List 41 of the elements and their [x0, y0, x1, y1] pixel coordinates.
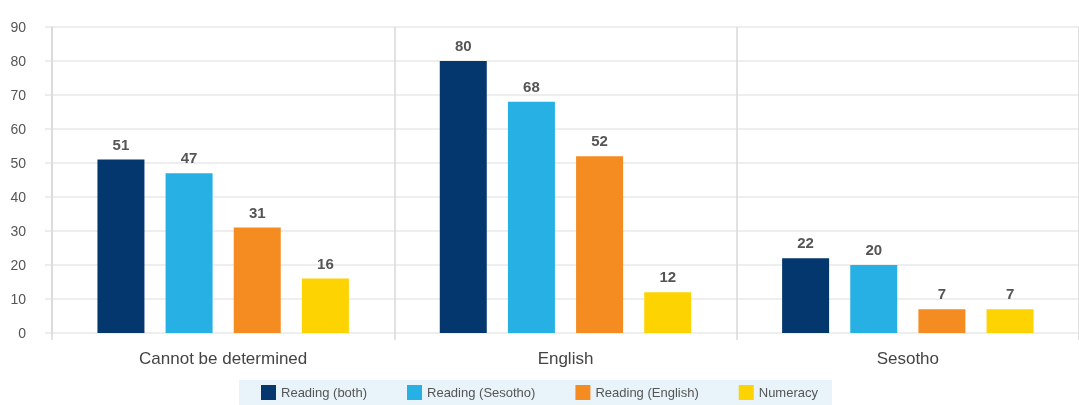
legend-label: Reading (both): [281, 385, 368, 400]
bar: [850, 265, 898, 333]
y-tick-label: 50: [10, 155, 27, 171]
bar: [782, 258, 830, 333]
y-tick-label: 0: [18, 325, 27, 341]
bar: [97, 159, 145, 333]
bar: [986, 309, 1034, 333]
bar: [301, 278, 349, 333]
bar: [644, 292, 692, 333]
y-tick-label: 10: [10, 291, 27, 307]
y-tick-label: 20: [10, 257, 27, 273]
data-label: 31: [248, 203, 266, 221]
data-label: 7: [937, 285, 947, 303]
y-tick-label: 30: [10, 223, 27, 239]
legend-label: Reading (Sesotho): [427, 385, 536, 400]
legend-label: Numeracy: [758, 385, 819, 400]
data-label: 52: [591, 132, 608, 150]
data-label: 47: [180, 149, 198, 167]
y-tick-label: 80: [10, 53, 27, 69]
y-tick-label: 70: [10, 87, 27, 103]
bar: [918, 309, 966, 333]
bar: [233, 227, 281, 333]
x-tick-label: English: [537, 349, 594, 368]
data-label: 68: [523, 77, 540, 95]
data-label: 80: [454, 37, 472, 54]
legend-label: Reading (English): [595, 385, 699, 400]
data-label: 20: [865, 241, 883, 258]
data-label: 51: [112, 135, 130, 153]
bar: [576, 156, 624, 333]
x-tick-label: Cannot be determined: [139, 349, 308, 368]
data-label: 12: [659, 268, 677, 286]
data-label: 16: [317, 254, 334, 272]
data-label: 7: [1005, 285, 1015, 303]
bar: [507, 101, 555, 333]
x-tick-label: Sesotho: [876, 349, 940, 368]
y-tick-label: 90: [10, 19, 27, 35]
bar: [165, 173, 213, 333]
data-label: 22: [797, 234, 814, 252]
y-tick-label: 60: [10, 121, 27, 137]
y-tick-label: 40: [10, 189, 27, 205]
bar: [439, 61, 487, 333]
